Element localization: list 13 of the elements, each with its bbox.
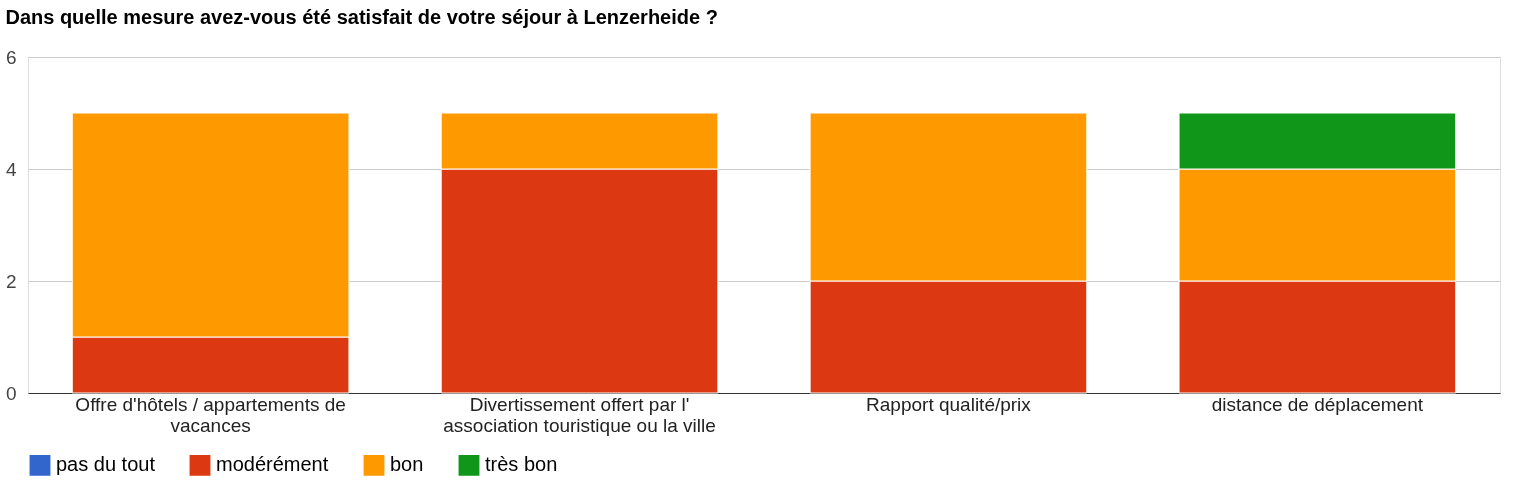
x-tick-label: distance de déplacement bbox=[1211, 393, 1424, 415]
y-tick-label: 0 bbox=[5, 382, 17, 404]
y-tick-label: 4 bbox=[5, 158, 17, 180]
x-tick-label: Rapport qualité/prix bbox=[866, 393, 1032, 415]
chart-title: Dans quelle mesure avez-vous été satisfait de votre séjour à Lenzerheide ? bbox=[5, 6, 718, 28]
legend-label: bon bbox=[390, 453, 424, 476]
y-tick-label: 6 bbox=[5, 46, 17, 68]
x-tick-label: Divertissement offert par l' association touristique ou la ville bbox=[443, 393, 716, 436]
y-tick-label: 2 bbox=[5, 270, 17, 292]
x-tick-label: Offre d'hôtels / appartements de vacances bbox=[75, 393, 346, 436]
legend-label: très bon bbox=[485, 453, 558, 476]
legend-label: pas du tout bbox=[56, 453, 156, 476]
legend-label: modérément bbox=[216, 453, 329, 476]
